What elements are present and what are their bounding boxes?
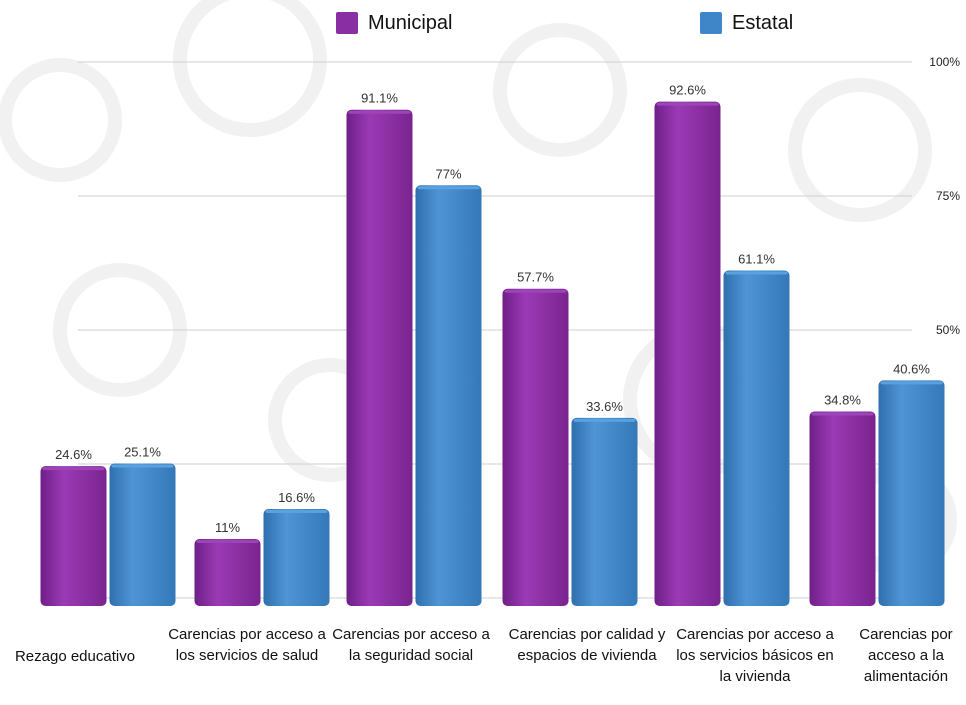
bar-estatal-4 (723, 270, 790, 606)
data-label-municipal-2: 91.1% (361, 91, 398, 106)
bar-top-municipal-4 (656, 102, 719, 106)
category-label-2: Carencias por acceso a la seguridad soci… (332, 626, 490, 664)
legend-swatch-municipal (336, 12, 358, 34)
bar-top-estatal-3 (573, 418, 636, 422)
data-label-estatal-5: 40.6% (893, 361, 930, 376)
category-label-3: Carencias por calidad y espacios de vivi… (508, 626, 666, 664)
y-tick-label: 100% (929, 55, 960, 69)
category-label-1: Carencias por acceso a los servicios de … (168, 626, 326, 664)
bar-estatal-2 (415, 185, 482, 606)
bar-estatal-5 (878, 380, 945, 606)
bar-top-estatal-2 (417, 186, 480, 190)
data-label-municipal-0: 24.6% (55, 447, 92, 462)
bar-estatal-0 (109, 463, 176, 606)
bar-municipal-4 (654, 101, 721, 606)
legend-label-estatal: Estatal (732, 11, 794, 34)
data-label-estatal-1: 16.6% (278, 490, 315, 505)
data-label-municipal-1: 11% (215, 520, 240, 535)
data-label-municipal-5: 34.8% (824, 392, 861, 407)
bar-top-municipal-0 (42, 467, 105, 471)
bar-top-municipal-3 (504, 289, 567, 293)
legend-label-municipal: Municipal (368, 11, 453, 34)
y-tick-label: 50% (936, 323, 960, 337)
bar-top-municipal-5 (811, 412, 874, 416)
legend-item-municipal: Municipal (336, 8, 452, 38)
bar-top-estatal-0 (111, 464, 174, 468)
bar-top-estatal-5 (880, 381, 943, 385)
data-label-estatal-4: 61.1% (738, 252, 775, 267)
bar-top-municipal-2 (348, 110, 411, 114)
bar-municipal-1 (194, 539, 261, 606)
bar-municipal-3 (502, 288, 569, 606)
data-label-municipal-3: 57.7% (517, 270, 554, 285)
category-label-0: Rezago educativo (14, 648, 136, 665)
bar-top-estatal-4 (725, 271, 788, 275)
bar-estatal-1 (263, 509, 330, 606)
bar-estatal-3 (571, 417, 638, 606)
bar-municipal-5 (809, 411, 876, 606)
bar-municipal-0 (40, 466, 107, 606)
category-label-5: Carencias por acceso a la alimentación (859, 626, 953, 685)
bar-top-municipal-1 (196, 540, 259, 544)
data-label-estatal-2: 77% (435, 166, 461, 181)
data-label-municipal-4: 92.6% (669, 83, 706, 98)
legend-swatch-estatal (700, 12, 722, 34)
category-label-4: Carencias por acceso a los servicios bás… (676, 626, 834, 685)
y-tick-label: 75% (936, 189, 960, 203)
data-label-estatal-0: 25.1% (124, 444, 161, 459)
legend-item-estatal: Estatal (700, 8, 793, 38)
bar-top-estatal-1 (265, 510, 328, 514)
data-label-estatal-3: 33.6% (586, 399, 623, 414)
bar-municipal-2 (346, 109, 413, 606)
